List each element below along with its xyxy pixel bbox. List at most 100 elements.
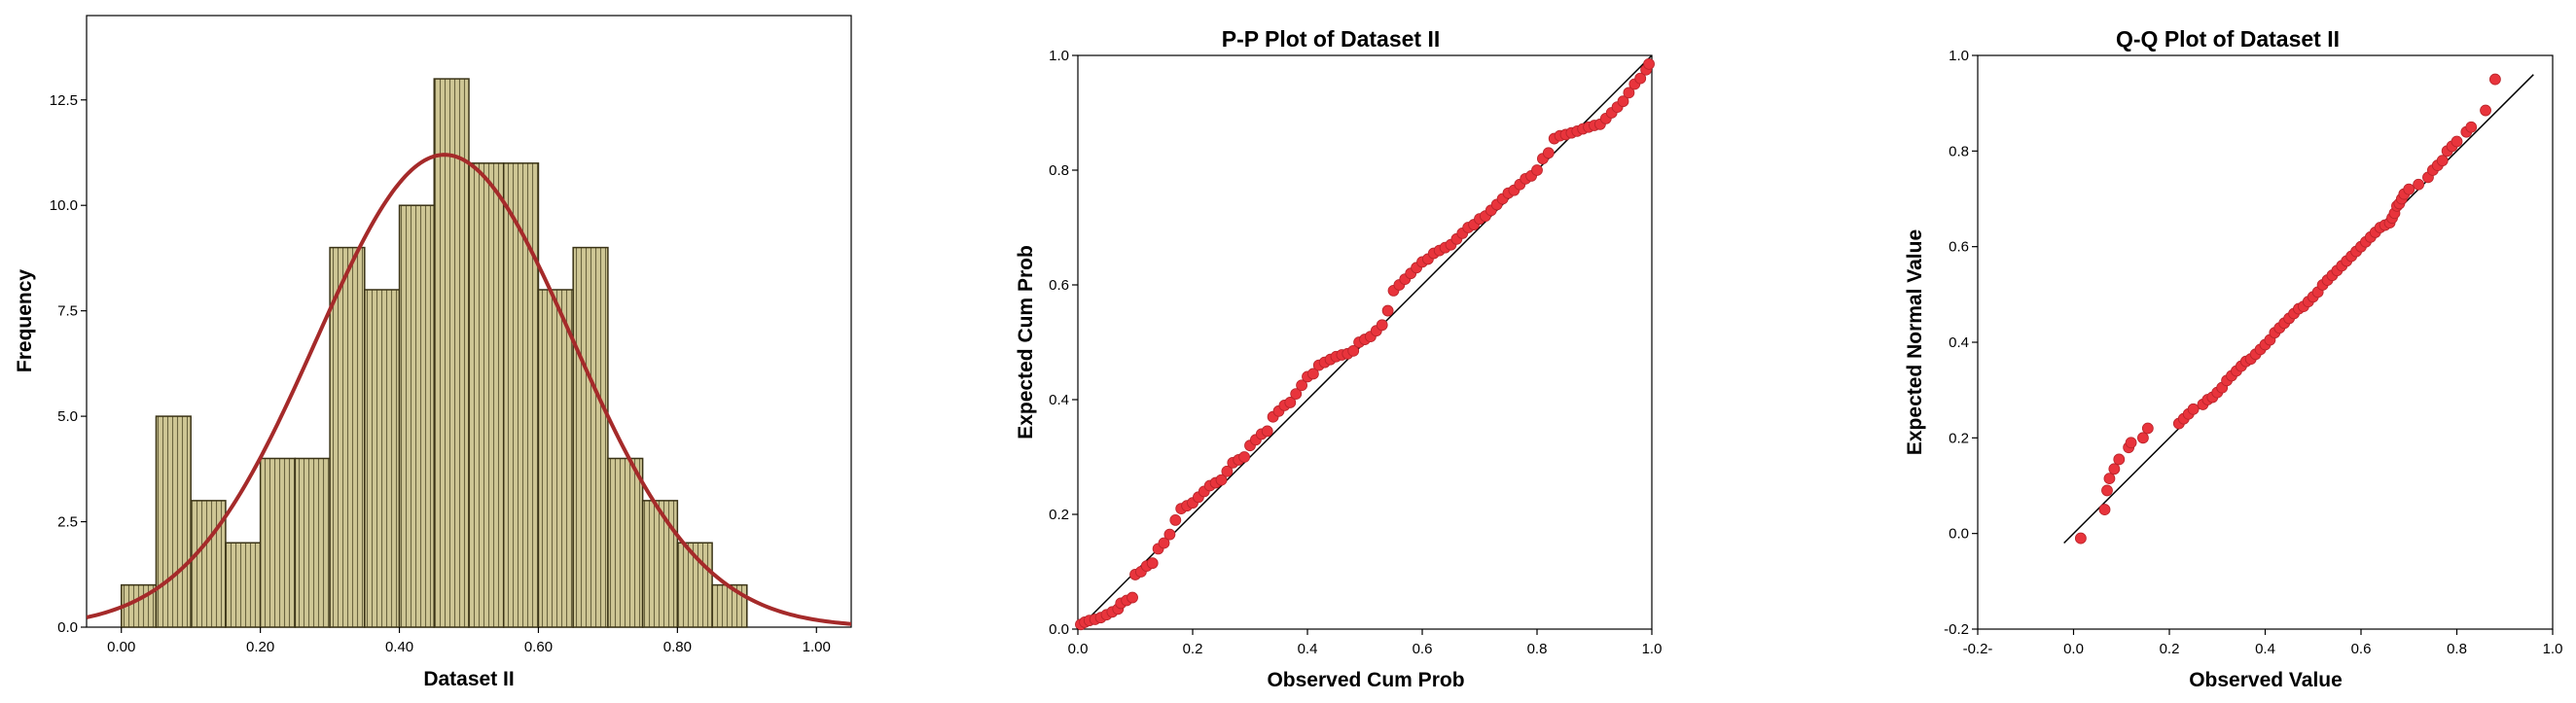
pp-point xyxy=(1127,591,1138,604)
qq-point xyxy=(2113,453,2126,466)
qq-point xyxy=(2488,73,2501,86)
qq-x-tick-label: 1.0 xyxy=(2543,641,2563,657)
pp-x-tick-label: 0.4 xyxy=(1298,641,1318,657)
qq-point xyxy=(2413,178,2425,191)
histogram-y-tick-label: 7.5 xyxy=(57,303,78,320)
pp-plot-title: P-P Plot of Dataset II xyxy=(1222,26,1441,52)
pp-x-tick-label: 0.8 xyxy=(1527,641,1548,657)
histogram-x-tick-label: 0.60 xyxy=(524,639,553,655)
qq-point xyxy=(2103,473,2116,485)
pp-plot-panel: P-P Plot of Dataset II 0.0 0.2 0.4 0.6 0.8 1.… xyxy=(1015,26,1662,691)
histogram-y-tick-label: 12.5 xyxy=(50,92,78,109)
qq-point xyxy=(2074,532,2087,545)
pp-point xyxy=(1531,164,1543,176)
histogram-y-ticks: 0.0 2.5 5.0 7.5 10.0 12.5 xyxy=(50,92,87,636)
pp-y-axis-label: Expected Cum Prob xyxy=(1015,245,1037,439)
pp-point xyxy=(1169,514,1182,526)
pp-x-ticks: 0.0 0.2 0.4 0.6 0.8 1.0 xyxy=(1068,629,1663,657)
pp-y-tick-label: 0.4 xyxy=(1049,392,1069,408)
qq-point xyxy=(2101,484,2113,497)
histogram-x-axis-label: Dataset II xyxy=(423,668,514,690)
qq-point xyxy=(2125,437,2137,449)
normal-curve xyxy=(87,153,851,626)
qq-point xyxy=(2187,403,2200,415)
histogram-bar xyxy=(537,289,574,628)
pp-point xyxy=(1623,87,1635,99)
qq-x-tick-label: -0.2- xyxy=(1963,641,1993,657)
qq-x-axis-label: Observed Value xyxy=(2189,669,2343,691)
histogram-x-tick-label: 0.20 xyxy=(246,639,274,655)
pp-y-tick-label: 0.0 xyxy=(1049,621,1069,638)
qq-y-tick-label: 0.6 xyxy=(1949,239,1969,256)
qq-y-tick-label: 0.8 xyxy=(1949,143,1969,159)
histogram-x-tick-label: 0.00 xyxy=(107,639,135,655)
qq-point xyxy=(2465,121,2478,133)
histogram-bar xyxy=(468,162,505,628)
histogram-bar xyxy=(190,500,227,628)
histogram-bar xyxy=(572,246,609,628)
histogram-y-axis-label: Frequency xyxy=(14,269,36,373)
histogram-bar xyxy=(502,162,540,628)
pp-point xyxy=(1238,451,1250,463)
histogram-x-tick-label: 0.80 xyxy=(663,639,692,655)
pp-point xyxy=(1284,397,1297,408)
pp-y-tick-label: 0.8 xyxy=(1049,162,1069,179)
qq-point xyxy=(2436,155,2449,167)
histogram-panel: 0.00 0.20 0.40 0.60 0.80 1.00 0.0 2.5 5.0 7.5 10.… xyxy=(14,15,852,690)
histogram-x-tick-label: 0.40 xyxy=(385,639,413,655)
pp-x-axis-label: Observed Cum Prob xyxy=(1267,669,1464,691)
pp-point xyxy=(1617,95,1629,108)
qq-y-tick-label: 0.4 xyxy=(1949,334,1969,351)
histogram-y-tick-label: 10.0 xyxy=(50,197,78,214)
qq-plot-title: Q-Q Plot of Dataset II xyxy=(2116,26,2340,52)
qq-y-axis-label: Expected Normal Value xyxy=(1904,229,1926,455)
pp-point xyxy=(1542,147,1555,159)
qq-plot-panel: Q-Q Plot of Dataset II -0.2- 0.0 0.2 0.4 0.6… xyxy=(1904,26,2562,691)
pp-x-tick-label: 0.0 xyxy=(1068,641,1089,657)
qq-point xyxy=(2141,422,2154,435)
pp-point xyxy=(1146,557,1159,570)
pp-point xyxy=(1381,304,1394,317)
pp-points xyxy=(1075,57,1655,631)
histogram-bar xyxy=(711,583,748,628)
qq-y-tick-label: 1.0 xyxy=(1949,48,1969,64)
histogram-x-tick-label: 1.00 xyxy=(803,639,831,655)
histogram-bar xyxy=(225,542,262,628)
qq-x-tick-label: 0.8 xyxy=(2447,641,2467,657)
qq-x-tick-label: 0.4 xyxy=(2255,641,2275,657)
pp-y-ticks: 0.0 0.2 0.4 0.6 0.8 1.0 xyxy=(1049,48,1078,638)
histogram-bar xyxy=(294,457,331,628)
histogram-bar xyxy=(398,204,436,628)
pp-x-tick-label: 0.2 xyxy=(1183,641,1203,657)
histogram-x-ticks: 0.00 0.20 0.40 0.60 0.80 1.00 xyxy=(107,627,831,655)
pp-point xyxy=(1643,57,1655,70)
histogram-y-tick-label: 2.5 xyxy=(57,514,78,531)
histogram-y-tick-label: 5.0 xyxy=(57,408,78,425)
qq-x-tick-label: 0.0 xyxy=(2063,641,2084,657)
pp-y-tick-label: 0.6 xyxy=(1049,277,1069,294)
qq-point xyxy=(2098,504,2111,515)
qq-x-tick-label: 0.2 xyxy=(2160,641,2180,657)
histogram-bar xyxy=(364,289,401,628)
histogram-bar xyxy=(155,415,192,628)
pp-point xyxy=(1158,537,1170,549)
qq-y-tick-label: -0.2 xyxy=(1944,621,1969,638)
histogram-bars xyxy=(120,78,748,628)
pp-point xyxy=(1307,368,1319,380)
histogram-y-tick-label: 0.0 xyxy=(57,619,78,636)
pp-point xyxy=(1376,319,1388,332)
qq-y-tick-label: 0.0 xyxy=(1949,526,1969,543)
pp-x-tick-label: 1.0 xyxy=(1642,641,1663,657)
histogram-bar xyxy=(641,500,679,628)
pp-point xyxy=(1221,465,1234,477)
qq-point xyxy=(2403,183,2415,195)
pp-x-tick-label: 0.6 xyxy=(1413,641,1433,657)
qq-point xyxy=(2451,135,2463,148)
qq-y-ticks: -0.2 0.0 0.2 0.4 0.6 0.8 1.0 xyxy=(1944,48,1978,638)
qq-point xyxy=(2480,104,2491,117)
pp-point xyxy=(1290,388,1303,401)
qq-points xyxy=(2074,73,2501,545)
pp-point xyxy=(1261,425,1273,438)
pp-y-tick-label: 1.0 xyxy=(1049,48,1069,64)
histogram-bar xyxy=(607,457,644,628)
